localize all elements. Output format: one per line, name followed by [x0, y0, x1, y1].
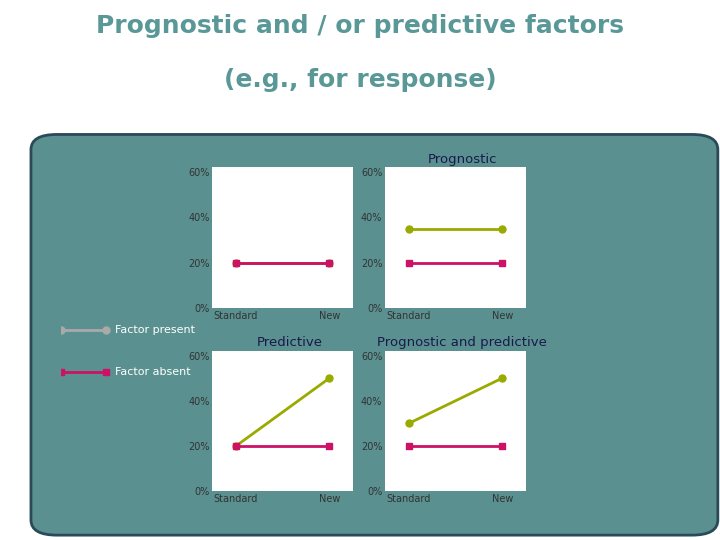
- FancyBboxPatch shape: [31, 134, 718, 535]
- Text: Predictive: Predictive: [256, 336, 323, 349]
- Text: Prognostic and / or predictive factors: Prognostic and / or predictive factors: [96, 14, 624, 37]
- Text: (e.g., for response): (e.g., for response): [224, 68, 496, 91]
- Text: Factor present: Factor present: [114, 325, 194, 335]
- Text: Prognostic and predictive: Prognostic and predictive: [377, 336, 547, 349]
- Text: Prognostic: Prognostic: [428, 153, 498, 166]
- Text: Factor absent: Factor absent: [114, 367, 190, 377]
